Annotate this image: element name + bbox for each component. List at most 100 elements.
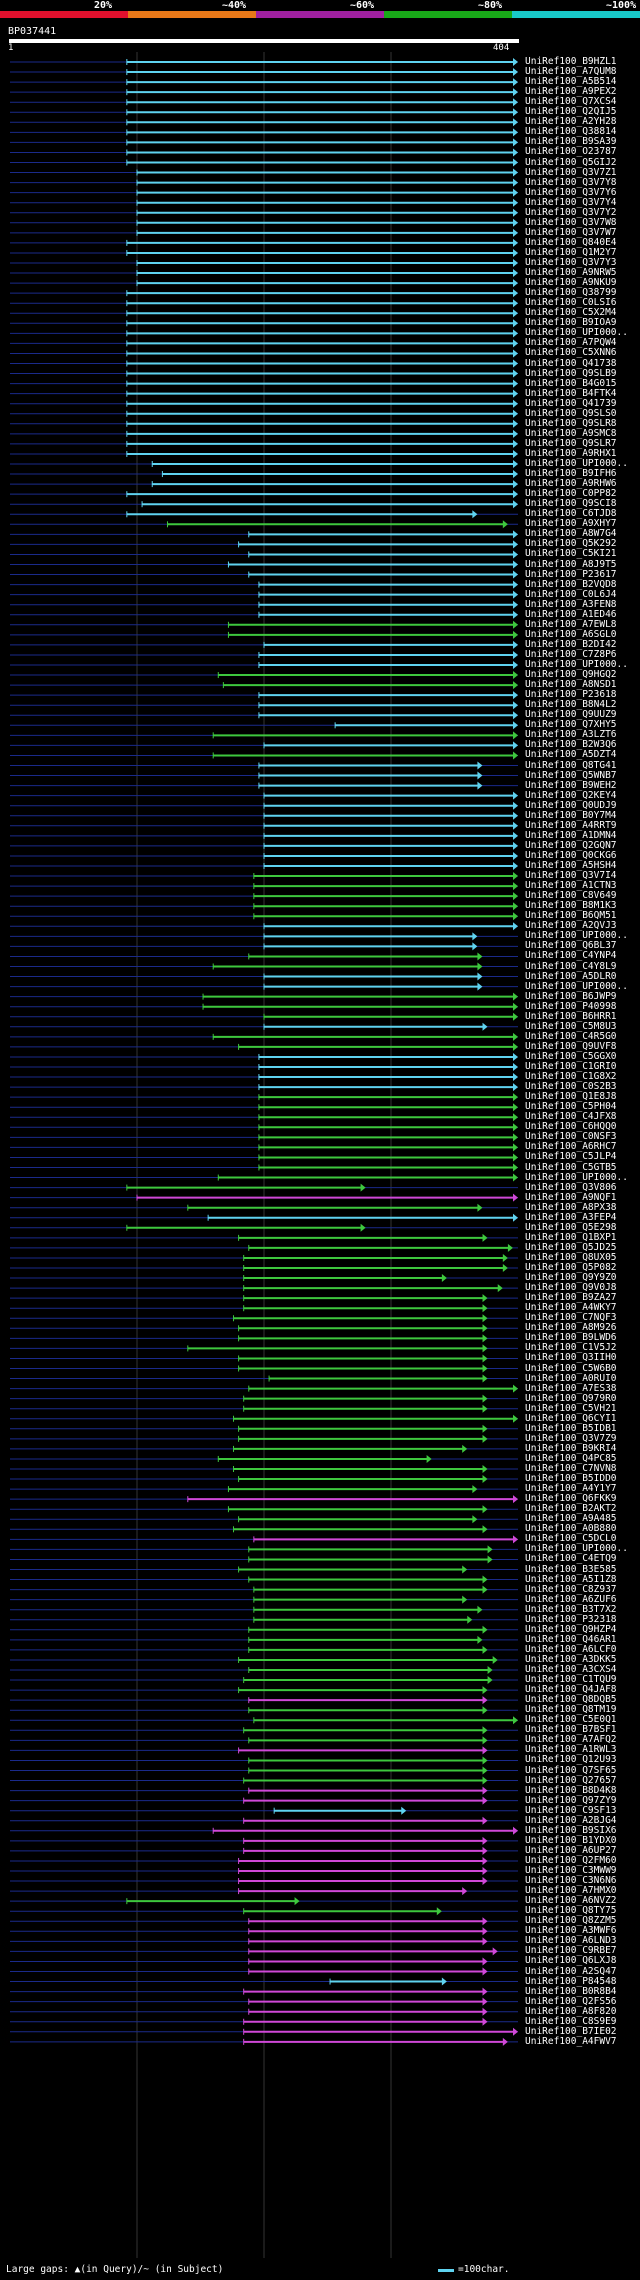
hit-id-link[interactable]: UniRef100_Q41738 [525,357,617,369]
hit-id-link[interactable]: UniRef100_Q9HGQ2 [525,669,617,681]
hit-id-link[interactable]: UniRef100_Q9SLS0 [525,407,617,419]
hit-id-link[interactable]: UniRef100_B9WEH2 [525,779,617,791]
hit-id-link[interactable]: UniRef100_A3DKK5 [525,1653,617,1665]
hit-id-link[interactable]: UniRef100_P84548 [525,1975,617,1987]
hit-id-link[interactable]: UniRef100_C4ETQ9 [525,1553,617,1565]
hit-id-link[interactable]: UniRef100_C6HQQ0 [525,1121,617,1133]
hit-id-link[interactable]: UniRef100_B9ZA27 [525,1292,617,1304]
hit-id-link[interactable]: UniRef100_C5GGX0 [525,1050,617,1062]
hit-id-link[interactable]: UniRef100_C0LSI6 [525,297,617,309]
hit-id-link[interactable]: UniRef100_B9HZL1 [525,56,617,67]
hit-id-link[interactable]: UniRef100_B2AKT2 [525,1503,617,1515]
hit-id-link[interactable]: UniRef100_A1DMN4 [525,829,617,841]
hit-id-link[interactable]: UniRef100_Q8TM19 [525,1704,617,1716]
hit-id-link[interactable]: UniRef100_Q6LXJ8 [525,1955,617,1967]
hit-id-link[interactable]: UniRef100_B2W3Q6 [525,739,617,751]
hit-id-link[interactable]: UniRef100_Q9SCI8 [525,498,617,510]
hit-id-link[interactable]: UniRef100_C5KI21 [525,548,617,560]
hit-id-link[interactable]: UniRef100_A1CTN3 [525,880,617,892]
hit-id-link[interactable]: UniRef100_A7AFQ2 [525,1734,617,1746]
hit-id-link[interactable]: UniRef100_B5IDB1 [525,1422,617,1434]
hit-id-link[interactable]: UniRef100_Q2QIJ5 [525,106,617,118]
hit-id-link[interactable]: UniRef100_Q9SLR7 [525,437,617,449]
hit-id-link[interactable]: UniRef100_C0NSF3 [525,1131,617,1143]
hit-id-link[interactable]: UniRef100_C5GTB5 [525,1161,617,1173]
hit-id-link[interactable]: UniRef100_B3T7X2 [525,1603,617,1615]
hit-id-link[interactable]: UniRef100_Q9UVF8 [525,1040,617,1052]
hit-id-link[interactable]: UniRef100_B6JWP9 [525,990,617,1002]
hit-id-link[interactable]: UniRef100_Q1BXP1 [525,1231,617,1243]
hit-id-link[interactable]: UniRef100_A9NQF1 [525,1191,617,1203]
hit-id-link[interactable]: UniRef100_C0PP82 [525,488,617,500]
hit-id-link[interactable]: UniRef100_A2QVJ3 [525,920,617,932]
hit-id-link[interactable]: UniRef100_Q3V7Y8 [525,176,617,188]
hit-id-link[interactable]: UniRef100_A5DLR0 [525,970,617,982]
hit-id-link[interactable]: UniRef100_Q3V806 [525,1181,617,1193]
hit-id-link[interactable]: UniRef100_B9IFH6 [525,468,617,480]
hit-id-link[interactable]: UniRef100_C1GRI0 [525,1061,617,1072]
hit-id-link[interactable]: UniRef100_A9RHX1 [525,447,617,459]
hit-id-link[interactable]: UniRef100_Q46AR1 [525,1633,617,1645]
hit-id-link[interactable]: UniRef100_Q9V0J8 [525,1282,617,1294]
hit-id-link[interactable]: UniRef100_B9SA39 [525,136,617,148]
hit-id-link[interactable]: UniRef100_A3CXS4 [525,1664,617,1675]
hit-id-link[interactable]: UniRef100_Q5P082 [525,1262,617,1273]
hit-id-link[interactable]: UniRef100_UPI000.. [525,659,628,670]
hit-id-link[interactable]: UniRef100_B2DI42 [525,638,617,650]
hit-id-link[interactable]: UniRef100_C5W6B0 [525,1362,617,1374]
hit-id-link[interactable]: UniRef100_A2YH28 [525,116,617,128]
hit-id-link[interactable]: UniRef100_Q1E8J8 [525,1091,617,1103]
hit-id-link[interactable]: UniRef100_A8W7G4 [525,528,617,540]
hit-id-link[interactable]: UniRef100_C3MWW9 [525,1865,617,1876]
hit-id-link[interactable]: UniRef100_A6UP27 [525,1844,617,1856]
hit-id-link[interactable]: UniRef100_Q5K292 [525,538,617,550]
hit-id-link[interactable]: UniRef100_A2SQ47 [525,1965,617,1977]
hit-id-link[interactable]: UniRef100_A7EWL8 [525,618,617,630]
hit-id-link[interactable]: UniRef100_C4R5G0 [525,1030,617,1042]
hit-id-link[interactable]: UniRef100_P23618 [525,689,617,701]
hit-id-link[interactable]: UniRef100_A6LND3 [525,1935,617,1947]
hit-id-link[interactable]: UniRef100_Q3V7Y4 [525,196,617,208]
hit-id-link[interactable]: UniRef100_Q6CYI1 [525,1412,617,1424]
hit-id-link[interactable]: UniRef100_A8J9T5 [525,558,617,570]
hit-id-link[interactable]: UniRef100_Q2FS56 [525,1995,617,2007]
hit-id-link[interactable]: UniRef100_C9RBE7 [525,1945,617,1957]
hit-id-link[interactable]: UniRef100_UPI000.. [525,930,628,942]
hit-id-link[interactable]: UniRef100_C4JFX8 [525,1111,617,1123]
hit-id-link[interactable]: UniRef100_B9LWD6 [525,1332,617,1344]
hit-id-link[interactable]: UniRef100_Q4PC85 [525,1452,617,1464]
hit-id-link[interactable]: UniRef100_B1YDX0 [525,1834,617,1846]
hit-id-link[interactable]: UniRef100_B9SIX6 [525,1824,617,1836]
hit-id-link[interactable]: UniRef100_A9XHY7 [525,518,617,530]
hit-id-link[interactable]: UniRef100_C9SF13 [525,1804,617,1816]
hit-id-link[interactable]: UniRef100_C6TJD8 [525,508,617,520]
hit-id-link[interactable]: UniRef100_B0R8B4 [525,1985,617,1997]
hit-id-link[interactable]: UniRef100_Q8TY75 [525,1905,617,1917]
hit-id-link[interactable]: UniRef100_UPI000.. [525,327,628,339]
hit-id-link[interactable]: UniRef100_A4Y1Y7 [525,1483,617,1495]
hit-id-link[interactable]: UniRef100_A6LCF0 [525,1643,617,1655]
hit-id-link[interactable]: UniRef100_Q6BL37 [525,940,617,952]
hit-id-link[interactable]: UniRef100_B9IOA9 [525,317,617,329]
hit-id-link[interactable]: UniRef100_Q5E298 [525,1221,617,1233]
hit-id-link[interactable]: UniRef100_Q3V7Z9 [525,1432,617,1444]
hit-id-link[interactable]: UniRef100_C3N6N6 [525,1875,617,1887]
hit-id-link[interactable]: UniRef100_A8PX38 [525,1201,617,1213]
hit-id-link[interactable]: UniRef100_Q0CKG6 [525,849,617,861]
hit-id-link[interactable]: UniRef100_C5DCL0 [525,1533,617,1545]
hit-id-link[interactable]: UniRef100_Q979R0 [525,1392,617,1404]
hit-id-link[interactable]: UniRef100_UPI000.. [525,1171,628,1183]
hit-id-link[interactable]: UniRef100_Q97ZY9 [525,1794,617,1806]
hit-id-link[interactable]: UniRef100_A1ED46 [525,608,617,620]
hit-id-link[interactable]: UniRef100_Q5JD25 [525,1241,617,1253]
hit-id-link[interactable]: UniRef100_B7IE02 [525,2025,617,2037]
hit-id-link[interactable]: UniRef100_A9PEX2 [525,86,617,98]
hit-id-link[interactable]: UniRef100_B8N4L2 [525,699,617,711]
hit-id-link[interactable]: UniRef100_Q7XHY5 [525,719,617,731]
hit-id-link[interactable]: UniRef100_C5VH21 [525,1402,617,1414]
hit-id-link[interactable]: UniRef100_Q3V7I4 [525,870,617,882]
hit-id-link[interactable]: UniRef100_Q9UUZ9 [525,709,617,721]
hit-id-link[interactable]: UniRef100_P40998 [525,1000,617,1012]
hit-id-link[interactable]: UniRef100_B8M1K3 [525,900,617,912]
hit-id-link[interactable]: UniRef100_Q840E4 [525,236,617,248]
